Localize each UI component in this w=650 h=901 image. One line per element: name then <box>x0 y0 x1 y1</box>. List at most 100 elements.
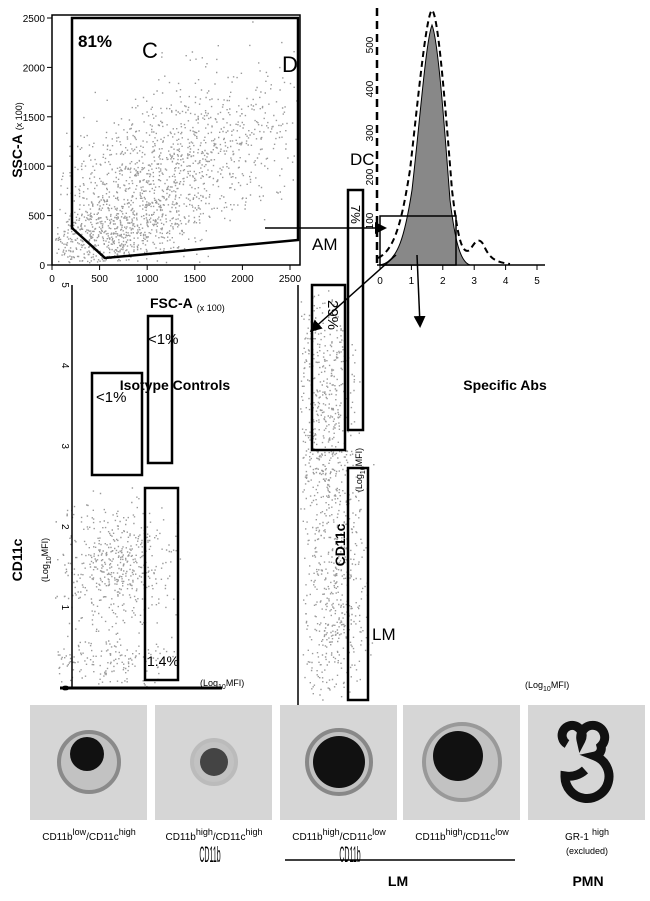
cell-nucleus <box>557 720 614 803</box>
y-tick-label: 100 <box>365 212 376 229</box>
population-label: LM <box>372 625 396 644</box>
y-tick-label: 0 <box>59 685 70 691</box>
histogram-control <box>377 8 511 265</box>
iso-ticks: 0 1 2 3 4 5 <box>59 282 70 691</box>
cell-label: CD11bhigh/CD11chigh <box>165 827 262 843</box>
cell-images: CD11blow/CD11chigh CD11bhigh/CD11chigh CD1… <box>30 705 645 856</box>
x-tick-label: 2000 <box>231 274 254 285</box>
y-axis-label: CD11c <box>9 538 25 581</box>
group-label: PMN <box>572 873 603 889</box>
y-tick-label: 3 <box>59 443 70 449</box>
x-tick-label: 2500 <box>279 274 302 285</box>
scatter-gate <box>70 16 300 260</box>
x-tick-label: 1000 <box>136 274 159 285</box>
group-label: LM <box>388 873 408 889</box>
event-cloud <box>60 21 300 264</box>
scatter-frame <box>51 14 301 266</box>
spec-gate <box>310 283 347 452</box>
gate-letter: D <box>282 52 298 77</box>
label-part: high <box>246 827 263 837</box>
axis-unit: (Log10MFI) <box>40 538 53 582</box>
axis-label: CD11b <box>339 842 360 868</box>
x-ticks: 0 500 1000 1500 2000 2500 0 500 1000 1500 2000 2500 <box>23 14 302 285</box>
axis-unit: (Log10MFI) <box>200 678 244 691</box>
gate-percent: 1.4% <box>147 653 179 669</box>
hist-ticks: 0 1 2 3 4 5 100 200 300 400 500 <box>365 36 540 287</box>
y-tick-label: 4 <box>59 363 70 369</box>
gate-percent: <1% <box>96 389 126 406</box>
y-tick-label: 2500 <box>23 14 46 25</box>
label-part: low <box>73 827 87 837</box>
label-part: /CD11c <box>213 832 246 843</box>
label-part: low <box>495 827 509 837</box>
label-part: high <box>446 827 463 837</box>
event-cloud <box>302 450 375 701</box>
iso-gate <box>146 314 174 465</box>
cell-note: (excluded) <box>566 846 608 856</box>
spec-gate <box>346 188 365 432</box>
x-tick-label: 0 <box>377 276 383 287</box>
event-cloud <box>55 487 182 648</box>
label-part: CD11b <box>42 832 73 843</box>
x-tick-label: 4 <box>503 276 509 287</box>
cell-nucleus <box>313 736 365 788</box>
x-tick-label: 2 <box>440 276 446 287</box>
arrow <box>309 254 397 332</box>
y-tick-label: 2000 <box>23 63 46 74</box>
histogram-fill <box>379 23 471 266</box>
y-tick-label: 1 <box>59 605 70 611</box>
x-tick-label: 500 <box>91 274 108 285</box>
y-axis-label: CD11c <box>332 523 348 566</box>
gate-percent: 29% <box>324 300 341 330</box>
cell-label: GR-1 high <box>565 827 609 843</box>
label-part: /CD11c <box>86 832 119 843</box>
y-tick-label: 1000 <box>23 162 46 173</box>
y-tick-label: 400 <box>365 80 376 97</box>
y-tick-label: 300 <box>365 124 376 141</box>
x-tick-label: 3 <box>471 276 477 287</box>
x-tick-label: 0 <box>49 274 55 285</box>
y-tick-label: 500 <box>28 212 45 223</box>
gate-percent: 81% <box>78 32 112 51</box>
y-tick-label: 500 <box>365 36 376 53</box>
cell-nucleus <box>70 737 104 771</box>
x-tick-label: 1 <box>409 276 415 287</box>
axis-label: CD11b <box>199 842 220 868</box>
label-part: high <box>119 827 136 837</box>
y-tick-label: 0 <box>39 261 45 272</box>
cell-label: CD11bhigh/CD11clow <box>292 827 386 843</box>
x-axis-label: FSC-A (x 100) <box>150 295 225 313</box>
gate-percent: <1% <box>148 331 178 348</box>
y-tick-label: 2 <box>59 524 70 530</box>
label-part: high <box>323 827 340 837</box>
label-part: CD11b <box>292 832 323 843</box>
population-label: AM <box>312 235 338 254</box>
cell-label: CD11bhigh/CD11clow <box>415 827 509 843</box>
label-part: low <box>372 827 386 837</box>
iso-gate <box>143 486 180 682</box>
cell-nucleus <box>200 748 228 776</box>
label-part: CD11b <box>165 832 196 843</box>
iso-gate <box>90 371 144 477</box>
y-tick-label: 1500 <box>23 113 46 124</box>
label-part: high <box>592 827 609 837</box>
gate-percent: 7% <box>348 205 363 224</box>
event-cloud <box>55 200 200 264</box>
arrow <box>413 254 426 328</box>
y-axis-label: SSC-A(x 100) <box>9 102 25 178</box>
panel-title: Isotype Controls <box>120 377 231 393</box>
y-tick-label: 200 <box>365 168 376 185</box>
label-part: high <box>196 827 213 837</box>
label-part: CD11b <box>415 832 446 843</box>
label-part: GR-1 <box>565 832 589 843</box>
event-dots <box>55 21 375 701</box>
axis-unit: (Log10MFI) <box>354 448 367 492</box>
x-tick-label: 5 <box>534 276 540 287</box>
x-tick-label: 1500 <box>184 274 207 285</box>
population-label: DC <box>350 150 375 169</box>
spec-gate <box>346 466 370 702</box>
cell-label: CD11blow/CD11chigh <box>42 827 136 843</box>
gate-letter: C <box>142 38 158 63</box>
label-part: /CD11c <box>340 832 373 843</box>
